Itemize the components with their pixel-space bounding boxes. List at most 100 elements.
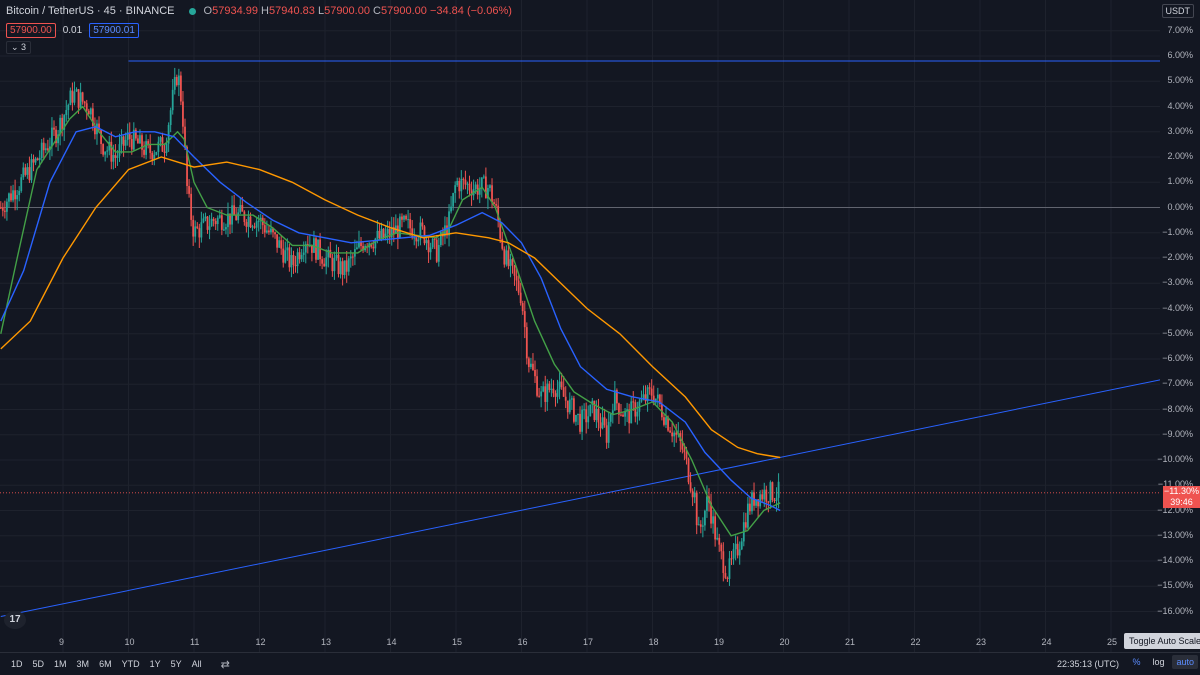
- candle-body: [491, 185, 493, 203]
- price-axis-label: −5.00%: [1162, 327, 1193, 338]
- candle-body: [423, 226, 426, 244]
- candle-body: [343, 260, 346, 275]
- candle-body: [382, 228, 385, 239]
- candle-body: [294, 264, 297, 267]
- candle-body: [411, 228, 414, 238]
- candle-body: [237, 212, 240, 221]
- range-button-all[interactable]: All: [191, 659, 202, 669]
- price-chart[interactable]: [0, 0, 1160, 652]
- candle-body: [34, 158, 37, 163]
- range-button-1d[interactable]: 1D: [11, 659, 23, 669]
- time-axis-label: 25: [1107, 637, 1118, 647]
- candle-body: [575, 414, 577, 422]
- candle-body: [542, 386, 545, 392]
- candle-body: [611, 410, 614, 415]
- candle-body: [530, 363, 532, 368]
- candle-body: [173, 77, 176, 90]
- candle-body: [6, 201, 8, 212]
- candle-body: [644, 394, 647, 402]
- candle-body: [732, 549, 735, 559]
- candle-body: [208, 226, 211, 230]
- candle-body: [734, 543, 737, 550]
- candle-body: [98, 123, 100, 130]
- calendar-range-icon[interactable]: ⇄: [220, 658, 230, 671]
- range-button-3m[interactable]: 3M: [76, 659, 90, 669]
- candle-body: [218, 215, 221, 218]
- candle-body: [206, 216, 209, 230]
- candle-body: [517, 280, 520, 293]
- candle-body: [20, 177, 23, 191]
- candle-body: [59, 117, 62, 135]
- candle-body: [225, 227, 227, 230]
- close-value: 57900.00: [380, 5, 427, 17]
- candle-body: [562, 387, 565, 397]
- candle-body: [298, 252, 301, 260]
- moving-average-mid: [0, 125, 781, 512]
- candle-body: [509, 259, 512, 267]
- legend-header: Bitcoin / TetherUS · 45 · BINANCE O57934…: [6, 5, 512, 17]
- candle-body: [372, 246, 375, 249]
- buy-price-button[interactable]: 57900.01: [89, 23, 139, 38]
- candle-body: [165, 143, 168, 153]
- candle-body: [290, 255, 293, 268]
- candle-body: [317, 239, 319, 260]
- candle-body: [403, 215, 405, 220]
- candle-body: [175, 77, 178, 86]
- candle-body: [118, 144, 121, 156]
- candle-body: [184, 126, 186, 147]
- candle-body: [274, 232, 276, 235]
- candle-body: [706, 496, 708, 511]
- open-value: 57934.99: [212, 5, 258, 17]
- log-scale-button[interactable]: log: [1152, 657, 1165, 667]
- candle-body: [744, 522, 747, 528]
- chart-area[interactable]: [0, 0, 1160, 652]
- candle-body: [325, 257, 328, 267]
- indicators-toggle-button[interactable]: ⌄ 3: [6, 41, 32, 54]
- candle-body: [300, 254, 303, 260]
- clock[interactable]: 22:35:13 (UTC): [1057, 659, 1120, 669]
- candle-body: [296, 252, 299, 267]
- candle-body: [503, 248, 506, 265]
- sell-price-button[interactable]: 57900.00: [6, 23, 56, 38]
- candle-body: [30, 159, 33, 181]
- percent-scale-button[interactable]: %: [1132, 657, 1141, 667]
- tradingview-logo-icon[interactable]: 17: [4, 611, 26, 629]
- range-button-1m[interactable]: 1M: [54, 659, 67, 669]
- range-button-ytd[interactable]: YTD: [121, 659, 140, 669]
- candle-body: [452, 193, 455, 207]
- candle-body: [740, 541, 743, 550]
- currency-badge[interactable]: USDT: [1161, 4, 1194, 18]
- price-axis-label: 5.00%: [1167, 75, 1193, 86]
- range-button-5d[interactable]: 5D: [32, 659, 45, 669]
- candle-body: [315, 238, 317, 260]
- candle-body: [757, 499, 760, 507]
- range-button-5y[interactable]: 5Y: [170, 659, 182, 669]
- candle-body: [141, 135, 143, 150]
- price-axis-label: −3.00%: [1162, 277, 1193, 288]
- candle-body: [270, 228, 272, 233]
- candle-body: [151, 152, 154, 160]
- candle-body: [495, 203, 498, 206]
- candle-body: [511, 259, 514, 266]
- range-button-6m[interactable]: 6M: [99, 659, 112, 669]
- candle-body: [550, 388, 553, 390]
- range-button-1y[interactable]: 1Y: [149, 659, 161, 669]
- candle-body: [484, 176, 487, 199]
- auto-scale-button[interactable]: auto: [1172, 655, 1198, 669]
- candle-body: [642, 394, 645, 399]
- candle-body: [171, 89, 174, 111]
- candle-body: [235, 214, 238, 221]
- candle-body: [448, 211, 450, 236]
- candle-body: [374, 238, 377, 249]
- candle-body: [186, 146, 188, 187]
- candle-body: [53, 127, 55, 130]
- candle-body: [323, 263, 326, 267]
- candle-body: [599, 422, 602, 429]
- price-axis-label: −11.00%: [1157, 479, 1193, 490]
- candle-body: [128, 132, 131, 140]
- candle-body: [333, 258, 336, 272]
- symbol-title[interactable]: Bitcoin / TetherUS · 45 · BINANCE: [6, 5, 175, 17]
- candle-body: [0, 207, 2, 209]
- candle-body: [91, 108, 94, 127]
- candle-body: [32, 159, 35, 163]
